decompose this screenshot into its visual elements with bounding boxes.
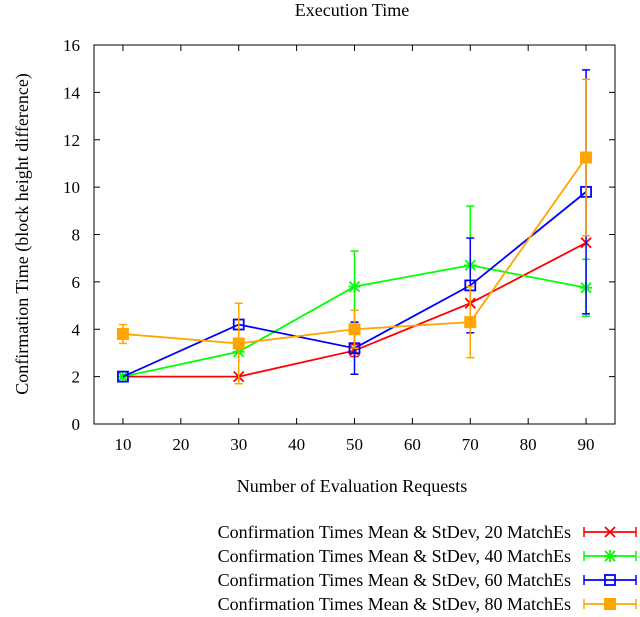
y-tick-label: 4 xyxy=(72,320,81,339)
data-point xyxy=(116,327,129,340)
legend-label: Confirmation Times Mean & StDev, 60 Matc… xyxy=(218,570,571,590)
x-tick-label: 10 xyxy=(114,435,131,454)
x-tick-label: 70 xyxy=(462,435,479,454)
x-tick-label: 20 xyxy=(172,435,189,454)
x-tick-label: 80 xyxy=(520,435,537,454)
x-tick-label: 90 xyxy=(578,435,595,454)
data-point xyxy=(464,316,477,329)
series-layer xyxy=(116,69,593,385)
y-tick-label: 2 xyxy=(72,368,81,387)
legend: Confirmation Times Mean & StDev, 20 Matc… xyxy=(218,522,637,614)
y-tick-label: 16 xyxy=(63,36,80,55)
legend-label: Confirmation Times Mean & StDev, 40 Matc… xyxy=(218,546,571,566)
x-tick-label: 40 xyxy=(288,435,305,454)
y-tick-label: 0 xyxy=(72,415,81,434)
legend-marker xyxy=(604,574,616,586)
data-point xyxy=(580,151,593,164)
y-tick-label: 12 xyxy=(63,131,80,150)
y-axis-label: Confirmation Time (block height differen… xyxy=(12,73,33,395)
y-tick-label: 8 xyxy=(72,226,81,245)
legend-label: Confirmation Times Mean & StDev, 20 Matc… xyxy=(218,522,571,542)
legend-label: Confirmation Times Mean & StDev, 80 Matc… xyxy=(218,594,571,614)
y-tick-label: 6 xyxy=(72,273,81,292)
chart-title: Execution Time xyxy=(295,0,410,20)
series-4 xyxy=(116,78,593,385)
legend-item-4: Confirmation Times Mean & StDev, 80 Matc… xyxy=(218,594,637,614)
x-axis-label: Number of Evaluation Requests xyxy=(237,476,467,496)
legend-item-3: Confirmation Times Mean & StDev, 60 Matc… xyxy=(218,570,637,590)
legend-marker xyxy=(604,526,616,538)
legend-item-2: Confirmation Times Mean & StDev, 40 Matc… xyxy=(218,546,637,566)
data-point xyxy=(348,323,361,336)
y-tick-label: 10 xyxy=(63,178,80,197)
x-tick-label: 60 xyxy=(404,435,421,454)
x-tick-label: 30 xyxy=(230,435,247,454)
legend-marker xyxy=(604,598,616,610)
data-point xyxy=(348,280,361,293)
legend-marker xyxy=(604,550,616,562)
data-point xyxy=(232,337,245,350)
x-tick-label: 50 xyxy=(346,435,363,454)
y-tick-label: 14 xyxy=(63,83,81,102)
legend-item-1: Confirmation Times Mean & StDev, 20 Matc… xyxy=(218,522,637,542)
data-point xyxy=(117,370,129,383)
axes: 10 20 30 40 50 60 70 80 90 0 2 4 6 8 10 12 14 16 xyxy=(63,36,615,454)
